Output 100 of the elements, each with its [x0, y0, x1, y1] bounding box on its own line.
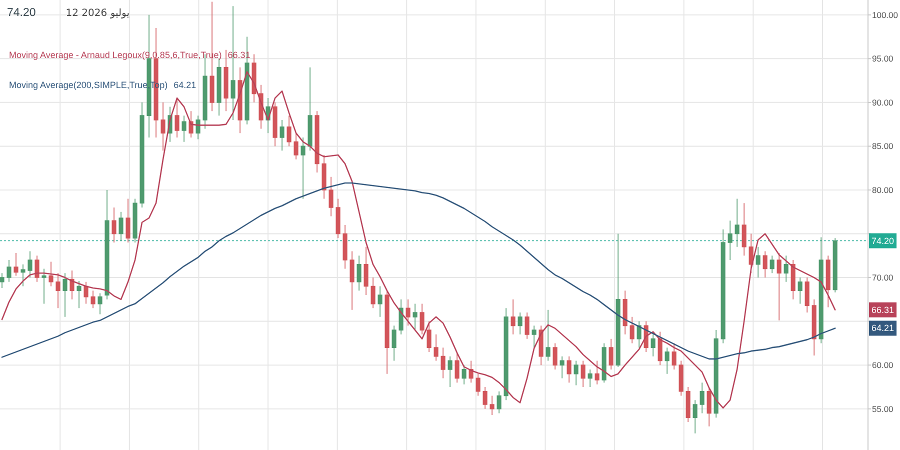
candlestick [196, 115, 200, 140]
text: 12 2026 يوليو [66, 8, 130, 19]
candlestick [490, 395, 494, 416]
candlestick [70, 270, 74, 300]
candlestick [812, 299, 816, 356]
candlestick [594, 360, 600, 385]
y-tick-label: 95.00 [872, 54, 894, 64]
candlestick [322, 154, 326, 200]
y-tick-label: 85.00 [872, 141, 894, 152]
candlestick [630, 316, 634, 344]
text: 74.20 [7, 7, 36, 19]
line-series [1, 182, 836, 360]
y-tick-label: 80.00 [872, 184, 894, 195]
candlestick [62, 272, 68, 318]
candlestick [272, 102, 278, 147]
candlestick [300, 137, 306, 200]
candlestick [308, 67, 312, 151]
candlestick [336, 198, 340, 239]
candlestick [420, 303, 424, 335]
candlestick [636, 320, 642, 348]
candlestick [56, 272, 60, 309]
candlestick [6, 260, 12, 282]
candlestick [742, 202, 746, 256]
candlestick [476, 373, 480, 396]
candlestick [790, 260, 796, 300]
candlestick [518, 312, 522, 335]
candlestick [546, 310, 550, 362]
candlestick [48, 261, 54, 287]
candlestick [118, 211, 124, 242]
candlestick [14, 252, 18, 276]
candlestick [798, 277, 802, 304]
candlestick [384, 290, 390, 374]
candlestick [818, 236, 824, 344]
candlestick [510, 299, 516, 335]
candlestick [560, 356, 564, 379]
candlestick [160, 102, 166, 151]
text: 66.31 [872, 304, 894, 315]
candlestick [700, 382, 704, 414]
candlestick [482, 386, 488, 410]
candlestick [84, 282, 88, 304]
candlestick [412, 303, 418, 330]
annotation: 64.21 [174, 80, 196, 90]
candlestick [434, 334, 438, 362]
candlestick [280, 120, 284, 151]
candlestick [34, 255, 40, 282]
candlestick [566, 356, 572, 383]
candlestick [238, 67, 242, 134]
candlestick [448, 356, 452, 388]
candlestick [678, 360, 684, 396]
candlestick [398, 299, 404, 335]
candlestick [370, 277, 376, 309]
candlestick [658, 331, 662, 366]
candlestick [0, 272, 4, 288]
candlestick [524, 312, 530, 340]
candlestick [588, 369, 592, 388]
candlestick [112, 207, 116, 243]
candlestick [720, 228, 726, 344]
candlestick [140, 102, 144, 208]
candlestick [616, 233, 620, 368]
candlestick [294, 132, 298, 160]
candlestick [622, 290, 628, 335]
candlestick [462, 364, 466, 385]
candlestick [342, 224, 348, 270]
y-tick-label: 55.00 [872, 404, 894, 414]
candlestick [364, 246, 368, 296]
candlestick [538, 325, 544, 366]
candlestick [378, 286, 382, 318]
candlestick [532, 325, 536, 348]
candlestick [574, 360, 578, 386]
candlestick [672, 342, 676, 370]
candlestick [776, 252, 782, 321]
candlestick [714, 330, 718, 418]
candlestick [42, 268, 46, 304]
candlestick [602, 342, 606, 383]
candlestick [804, 277, 810, 313]
candlestick [580, 360, 586, 388]
candlestick [216, 58, 222, 116]
candlestick [756, 246, 760, 278]
candlestick [686, 386, 690, 422]
y-tick-label: 70.00 [872, 272, 894, 283]
ref-line-label: 74.20 [872, 236, 894, 246]
text: 64.21 [872, 323, 894, 334]
candlestick [440, 347, 446, 379]
candlestick [356, 255, 362, 292]
y-tick-label: 100.00 [872, 10, 898, 20]
candlestick [224, 50, 228, 112]
candlestick [406, 299, 410, 326]
candlestick [608, 338, 614, 370]
candlestick [328, 176, 334, 217]
candlestick [90, 290, 96, 309]
y-tick-label: 60.00 [872, 360, 894, 370]
candlestick [392, 325, 396, 362]
candlestick [832, 238, 838, 293]
candlestick [286, 115, 292, 147]
candlestick [350, 250, 354, 310]
candlestick [664, 347, 670, 374]
candlestick [182, 115, 186, 142]
candlestick [784, 255, 788, 282]
candlestick [98, 292, 102, 315]
candlestick [728, 220, 732, 260]
